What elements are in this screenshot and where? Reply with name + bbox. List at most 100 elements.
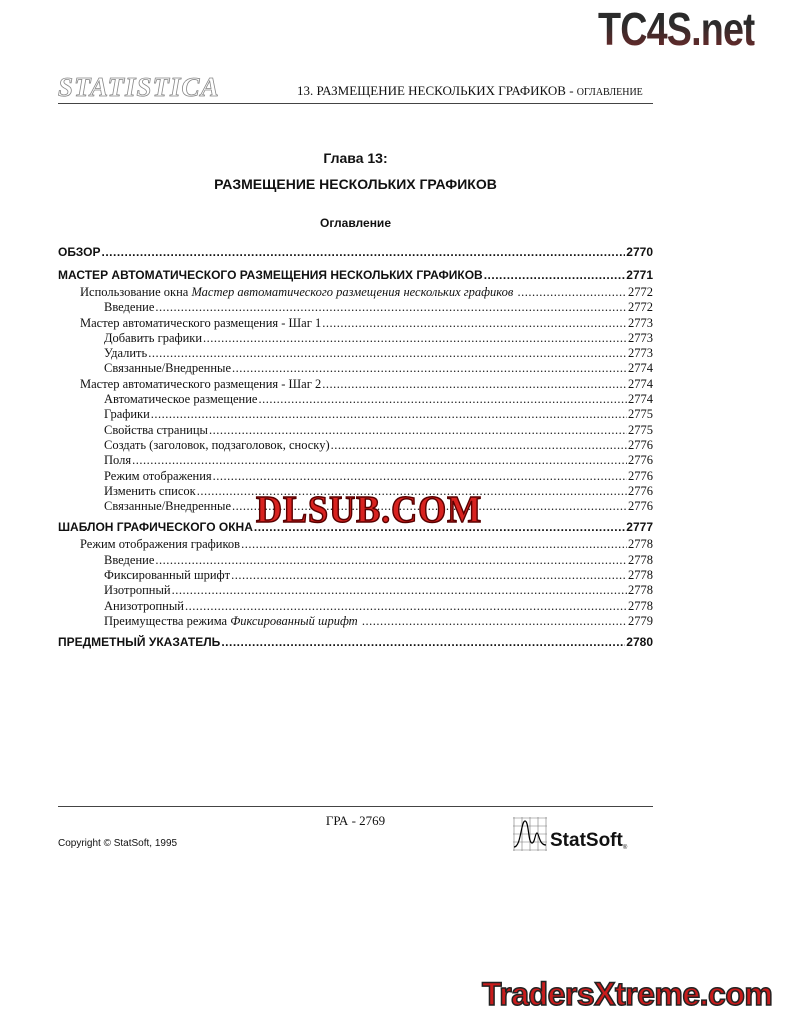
toc-page-number: 2778 bbox=[628, 583, 653, 598]
toc-entry[interactable]: Режим отображения 2776 bbox=[58, 469, 653, 484]
toc-entry-title: Добавить графики bbox=[104, 331, 202, 346]
toc-page-number: 2773 bbox=[628, 330, 653, 345]
registered-mark: ® bbox=[622, 845, 628, 851]
dot-leader bbox=[148, 346, 627, 361]
statsoft-logo: StatSoft ® bbox=[513, 817, 627, 851]
toc-entry-title: ПРЕДМЕТНЫЙ УКАЗАТЕЛЬ bbox=[58, 635, 220, 649]
toc-title-segment: ШАБЛОН ГРАФИЧЕСКОГО ОКНА bbox=[58, 520, 253, 535]
toc-title-segment: Связанные/Внедренные bbox=[104, 361, 232, 376]
toc-title-segment: Режим отображения bbox=[104, 468, 212, 483]
toc-entry-title: Создать (заголовок, подзаголовок, сноску… bbox=[104, 438, 330, 453]
running-subtitle: ОГЛАВЛЕНИЕ bbox=[576, 87, 643, 98]
dot-leader bbox=[209, 423, 627, 438]
toc-title-segment: Режим отображения графиков bbox=[80, 537, 241, 552]
toc-title-segment: Свойства страницы bbox=[104, 422, 208, 437]
toc-entry[interactable]: Поля 2776 bbox=[58, 453, 653, 468]
toc-title-segment: Добавить графики bbox=[104, 330, 203, 345]
toc-entry-title: Фиксированный шрифт bbox=[104, 568, 230, 583]
toc-title-segment: Автоматическое размещение bbox=[104, 392, 258, 407]
dot-leader bbox=[132, 453, 627, 468]
dot-leader bbox=[155, 300, 627, 315]
dot-leader bbox=[155, 553, 627, 568]
running-header: 13. РАЗМЕЩЕНИЕ НЕСКОЛЬКИХ ГРАФИКОВ - ОГЛ… bbox=[297, 83, 643, 99]
toc-title-segment: ОБЗОР bbox=[58, 245, 101, 259]
toc-title-segment: Введение bbox=[104, 300, 155, 315]
toc-entry-title: Связанные/Внедренные bbox=[104, 361, 231, 376]
toc-entry[interactable]: Создать (заголовок, подзаголовок, сноску… bbox=[58, 438, 653, 453]
toc-entry[interactable]: Графики 2775 bbox=[58, 407, 653, 422]
dot-leader bbox=[185, 599, 627, 614]
dot-leader bbox=[172, 583, 627, 598]
page-number: ГРА - 2769 bbox=[325, 813, 386, 828]
toc-entry[interactable]: Изменить список 2776 bbox=[58, 484, 653, 499]
header-rule bbox=[58, 103, 653, 104]
toc-entry-title: Использование окна Мастер автоматическог… bbox=[80, 285, 516, 300]
toc-title-segment: Связанные/Внедренные bbox=[104, 499, 232, 514]
toc-page-number: 2778 bbox=[628, 598, 653, 613]
toc-entry-title: Введение bbox=[104, 553, 154, 568]
tradersxtreme-watermark: TradersXtreme.com bbox=[481, 975, 773, 1013]
toc-entry-title: МАСТЕР АВТОМАТИЧЕСКОГО РАЗМЕЩЕНИЯ НЕСКОЛ… bbox=[58, 268, 483, 282]
toc-page-number: 2776 bbox=[628, 468, 653, 483]
toc-entry[interactable]: Изотропный 2778 bbox=[58, 583, 653, 598]
dlsub-watermark: DLSUB.COM bbox=[255, 488, 483, 532]
toc-entry[interactable]: Мастер автоматического размещения - Шаг … bbox=[58, 377, 653, 392]
toc-page-number: 2770 bbox=[626, 245, 653, 259]
toc-page-number: 2772 bbox=[628, 285, 653, 299]
toc-entry[interactable]: Связанные/Внедренные 2776 bbox=[58, 499, 653, 514]
toc-title-segment: ПРЕДМЕТНЫЙ УКАЗАТЕЛЬ bbox=[58, 635, 221, 650]
toc-page-number: 2777 bbox=[626, 520, 653, 535]
toc-entry-title: Режим отображения графиков bbox=[80, 537, 240, 552]
dot-leader bbox=[213, 469, 627, 484]
toc-heading: Оглавление bbox=[320, 216, 391, 230]
toc-title-segment: Фиксированный шрифт bbox=[230, 613, 358, 628]
toc-entry[interactable]: Связанные/Внедренные 2774 bbox=[58, 361, 653, 376]
toc-title-segment: МАСТЕР АВТОМАТИЧЕСКОГО РАЗМЕЩЕНИЯ НЕСКОЛ… bbox=[58, 268, 483, 282]
toc-section[interactable]: ПРЕДМЕТНЫЙ УКАЗАТЕЛЬ 2780 bbox=[58, 635, 653, 652]
toc-page-number: 2778 bbox=[628, 537, 653, 552]
toc-title-segment bbox=[513, 285, 516, 299]
toc-title-segment: Мастер автоматического размещения - Шаг … bbox=[80, 315, 322, 330]
toc-entry-title: Преимущества режима Фиксированный шрифт bbox=[104, 614, 361, 629]
toc-section[interactable]: ШАБЛОН ГРАФИЧЕСКОГО ОКНА 2777 bbox=[58, 520, 653, 537]
toc-entry[interactable]: Преимущества режима Фиксированный шрифт … bbox=[58, 614, 653, 629]
toc-entry-title: Изменить список bbox=[104, 484, 196, 499]
dot-leader bbox=[241, 537, 627, 552]
toc-page-number: 2772 bbox=[628, 300, 653, 315]
toc-entry[interactable]: Фиксированный шрифт 2778 bbox=[58, 568, 653, 583]
toc-page-number: 2774 bbox=[628, 392, 653, 407]
toc-section[interactable]: МАСТЕР АВТОМАТИЧЕСКОГО РАЗМЕЩЕНИЯ НЕСКОЛ… bbox=[58, 268, 653, 285]
statsoft-chart-icon bbox=[513, 817, 547, 851]
toc-entry-title: Введение bbox=[104, 300, 154, 315]
toc-entry[interactable]: Анизотропный 2778 bbox=[58, 599, 653, 614]
toc-entry[interactable]: Свойства страницы 2775 bbox=[58, 423, 653, 438]
chapter-number: Глава 13: bbox=[323, 150, 388, 166]
toc-entry-title: Режим отображения bbox=[104, 469, 212, 484]
toc-title-segment: Анизотропный bbox=[104, 598, 184, 613]
toc-entry[interactable]: Добавить графики 2773 bbox=[58, 331, 653, 346]
toc-entry-title: Удалить bbox=[104, 346, 147, 361]
toc-entry[interactable]: Автоматическое размещение 2774 bbox=[58, 392, 653, 407]
toc-entry[interactable]: Использование окна Мастер автоматическог… bbox=[58, 285, 653, 300]
toc-entry[interactable]: Мастер автоматического размещения - Шаг … bbox=[58, 316, 653, 331]
toc-entry[interactable]: Введение 2772 bbox=[58, 300, 653, 315]
toc-page-number: 2780 bbox=[626, 635, 653, 650]
toc-title-segment: Фиксированный шрифт bbox=[104, 568, 231, 583]
toc-entry-title: Свойства страницы bbox=[104, 423, 208, 438]
toc-section[interactable]: ОБЗОР 2770 bbox=[58, 245, 653, 262]
copyright: Copyright © StatSoft, 1995 bbox=[58, 838, 178, 849]
toc-page-number: 2771 bbox=[626, 268, 653, 282]
running-title: 13. РАЗМЕЩЕНИЕ НЕСКОЛЬКИХ ГРАФИКОВ - bbox=[297, 83, 577, 98]
toc-entry[interactable]: Удалить 2773 bbox=[58, 346, 653, 361]
dot-leader bbox=[322, 316, 627, 331]
footer-rule bbox=[58, 806, 653, 807]
toc-title-segment: Изменить список bbox=[104, 483, 196, 498]
toc-title-segment: Графики bbox=[104, 407, 150, 422]
toc-entry[interactable]: Введение 2778 bbox=[58, 553, 653, 568]
toc-entry[interactable]: Режим отображения графиков 2778 bbox=[58, 537, 653, 552]
chapter-title: РАЗМЕЩЕНИЕ НЕСКОЛЬКИХ ГРАФИКОВ bbox=[214, 176, 497, 192]
toc-page-number: 2776 bbox=[628, 453, 653, 468]
toc-entry-title: Мастер автоматического размещения - Шаг … bbox=[80, 377, 321, 392]
table-of-contents: ОБЗОР 2770 МАСТЕР АВТОМАТИЧЕСКОГО РАЗМЕЩЕН… bbox=[58, 245, 653, 652]
toc-page-number: 2773 bbox=[628, 346, 653, 361]
